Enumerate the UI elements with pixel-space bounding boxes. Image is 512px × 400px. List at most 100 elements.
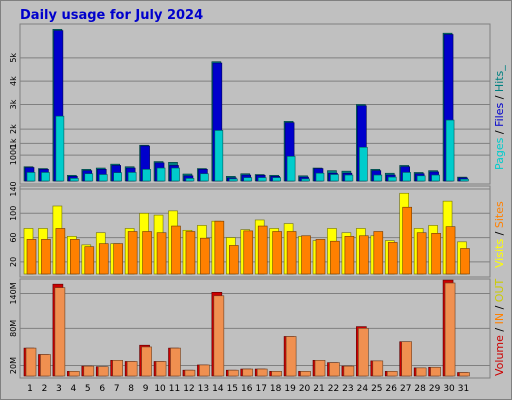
pages-bar bbox=[41, 172, 50, 182]
legend-part-1: / bbox=[493, 324, 506, 335]
day-axis: 1 2 3 4 5 6 7 8 9 10 11 12 13 14 15 16 17 18 19 20 21 22 23 24 2… bbox=[27, 384, 469, 394]
sites-bar bbox=[416, 232, 427, 275]
legend-part-0: Visits bbox=[493, 239, 506, 268]
day-label: 29 bbox=[429, 384, 441, 394]
y-tick-label: 20M bbox=[9, 357, 18, 374]
legend-part-0: Pages bbox=[493, 137, 506, 170]
day-label: 20 bbox=[299, 384, 311, 394]
day-label: 23 bbox=[342, 384, 353, 394]
sites-bar bbox=[460, 248, 470, 275]
y-tick-label: 5k bbox=[9, 53, 18, 63]
in-bar bbox=[329, 362, 340, 377]
pages-bar bbox=[214, 130, 224, 182]
sites-bar bbox=[98, 243, 109, 275]
day-label: 8 bbox=[128, 384, 134, 394]
in-bar bbox=[430, 366, 441, 377]
pages-bar bbox=[416, 175, 426, 182]
sites-bar bbox=[55, 228, 66, 275]
in-bar bbox=[386, 371, 398, 377]
sites-bar bbox=[200, 237, 210, 275]
legend-part-3: / bbox=[493, 92, 506, 103]
y-tick-label: 140 bbox=[9, 181, 18, 196]
day-label: 3 bbox=[56, 384, 62, 394]
pages-bar bbox=[359, 146, 368, 182]
day-label: 7 bbox=[114, 384, 120, 394]
sites-bar bbox=[257, 225, 268, 275]
sites-bar bbox=[41, 239, 51, 275]
pages-bar bbox=[315, 172, 325, 182]
pages-bar bbox=[330, 174, 339, 182]
sites-bar bbox=[431, 233, 441, 275]
in-bar bbox=[256, 368, 268, 377]
day-label: 25 bbox=[371, 384, 382, 394]
pages-bar bbox=[445, 119, 455, 182]
day-label: 16 bbox=[241, 384, 253, 394]
pages-bar bbox=[156, 167, 166, 182]
legend-part-4: OUT bbox=[493, 278, 506, 302]
in-bar bbox=[372, 360, 384, 377]
y-tick-label: 60 bbox=[9, 232, 18, 242]
y-tick-label: 1000 bbox=[9, 145, 18, 165]
day-label: 22 bbox=[328, 384, 339, 394]
y-tick-label: 3k bbox=[9, 99, 18, 109]
day-label: 10 bbox=[154, 384, 166, 394]
sites-bar bbox=[344, 236, 355, 275]
pages-bar bbox=[402, 172, 412, 182]
in-bar bbox=[415, 367, 427, 377]
pages-bar bbox=[301, 178, 310, 182]
volume-chart: 20M 80M 140M bbox=[9, 279, 490, 377]
pages-bar bbox=[55, 115, 65, 182]
pages-bar bbox=[344, 174, 354, 182]
legend-part-1: / bbox=[493, 127, 506, 138]
sites-bar bbox=[373, 231, 384, 275]
in-bar bbox=[199, 364, 210, 377]
day-label: 14 bbox=[212, 384, 224, 394]
volume-in-out-legend: Volume / IN / OUT bbox=[493, 278, 506, 376]
pages-bar bbox=[84, 173, 94, 182]
day-label: 13 bbox=[198, 384, 209, 394]
day-label: 27 bbox=[400, 384, 411, 394]
day-label: 6 bbox=[99, 384, 105, 394]
in-bar bbox=[83, 365, 95, 377]
sites-bar bbox=[330, 240, 340, 275]
day-label: 19 bbox=[284, 384, 296, 394]
y-tick-label: 2k bbox=[9, 124, 18, 134]
pages-bar bbox=[229, 178, 238, 182]
in-bar bbox=[300, 371, 311, 377]
pages-bar bbox=[185, 178, 195, 182]
sites-bar bbox=[315, 239, 326, 275]
y-tick-label: 100 bbox=[9, 206, 18, 221]
sites-bar bbox=[26, 239, 37, 275]
pages-bar bbox=[127, 172, 137, 182]
sites-bar bbox=[127, 231, 138, 275]
sites-bar bbox=[243, 230, 254, 275]
day-label: 17 bbox=[255, 384, 266, 394]
day-label: 2 bbox=[42, 384, 48, 394]
day-label: 1 bbox=[27, 384, 33, 394]
day-label: 28 bbox=[414, 384, 426, 394]
sites-bar bbox=[229, 245, 239, 275]
sites-bar bbox=[171, 225, 181, 275]
day-label: 4 bbox=[70, 384, 76, 394]
legend-part-3: / bbox=[493, 302, 506, 313]
sites-bar bbox=[387, 242, 398, 275]
in-bar bbox=[112, 360, 123, 377]
y-tick-label: 140M bbox=[9, 282, 18, 304]
in-bar bbox=[401, 341, 413, 377]
legend-part-2: Sites bbox=[493, 201, 506, 228]
in-bar bbox=[54, 287, 66, 377]
day-label: 9 bbox=[143, 384, 149, 394]
sites-bar bbox=[84, 246, 95, 275]
hits-files-pages-legend: Pages / Files / Hits_ bbox=[493, 65, 506, 170]
day-label: 15 bbox=[227, 384, 238, 394]
y-tick-label: 1k bbox=[9, 138, 18, 148]
visits-sites-legend: Visits / Sites bbox=[493, 201, 506, 268]
sites-bar bbox=[301, 235, 311, 275]
sites-bar bbox=[445, 226, 456, 275]
day-label: 18 bbox=[270, 384, 282, 394]
in-bar bbox=[285, 336, 297, 377]
pages-bar bbox=[171, 167, 180, 182]
